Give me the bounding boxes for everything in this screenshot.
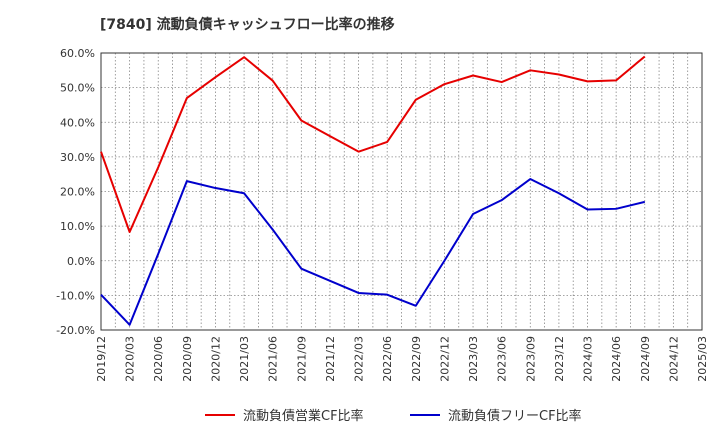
x-tick-label: 2022/12: [438, 336, 451, 382]
x-axis: 2019/12 2020/03 2020/06 2020/09 2020/12 2021/…: [95, 336, 709, 382]
x-tick-label: 2021/06: [267, 336, 280, 382]
x-tick-label: 2021/09: [295, 336, 308, 382]
y-tick-label: 30.0%: [60, 151, 95, 164]
x-tick-label: 2022/06: [381, 336, 394, 382]
x-tick-label: 2019/12: [95, 336, 108, 382]
y-tick-label: 60.0%: [60, 47, 95, 60]
x-tick-label: 2023/03: [467, 336, 480, 382]
x-tick-label: 2020/03: [124, 336, 137, 382]
y-tick-label: 0.0%: [67, 255, 95, 268]
y-tick-label: -10.0%: [56, 289, 95, 302]
x-tick-label: 2024/03: [582, 336, 595, 382]
legend: 流動負債営業CF比率 流動負債フリーCF比率: [205, 408, 582, 424]
x-tick-label: 2022/09: [410, 336, 423, 382]
series-line-2: [100, 178, 645, 326]
x-tick-label: 2020/12: [209, 336, 222, 382]
x-tick-label: 2024/09: [639, 336, 652, 382]
x-tick-label: 2021/03: [238, 336, 251, 382]
series-line-1: [100, 55, 646, 234]
legend-label-2: 流動負債フリーCF比率: [448, 408, 582, 424]
x-tick-label: 2022/03: [353, 336, 366, 382]
x-tick-label: 2023/12: [553, 336, 566, 382]
chart-title: [7840] 流動負債キャッシュフロー比率の推移: [100, 17, 395, 33]
x-tick-label: 2023/09: [524, 336, 537, 382]
x-tick-label: 2024/06: [610, 336, 623, 382]
x-tick-label: 2025/03: [696, 336, 709, 382]
y-tick-label: -20.0%: [56, 324, 95, 337]
y-tick-label: 10.0%: [60, 220, 95, 233]
x-tick-label: 2023/06: [496, 336, 509, 382]
x-tick-label: 2021/12: [324, 336, 337, 382]
x-tick-label: 2024/12: [667, 336, 680, 382]
x-tick-label: 2020/06: [152, 336, 165, 382]
series-group: [100, 55, 646, 326]
legend-label-1: 流動負債営業CF比率: [243, 408, 364, 424]
plot-frame: [100, 52, 703, 331]
y-tick-label: 40.0%: [60, 116, 95, 129]
y-axis: 60.0% 50.0% 40.0% 30.0% 20.0% 10.0% 0.0% -10.0%…: [56, 47, 95, 337]
y-tick-label: 50.0%: [60, 82, 95, 95]
y-tick-label: 20.0%: [60, 186, 95, 199]
x-tick-label: 2020/09: [181, 336, 194, 382]
